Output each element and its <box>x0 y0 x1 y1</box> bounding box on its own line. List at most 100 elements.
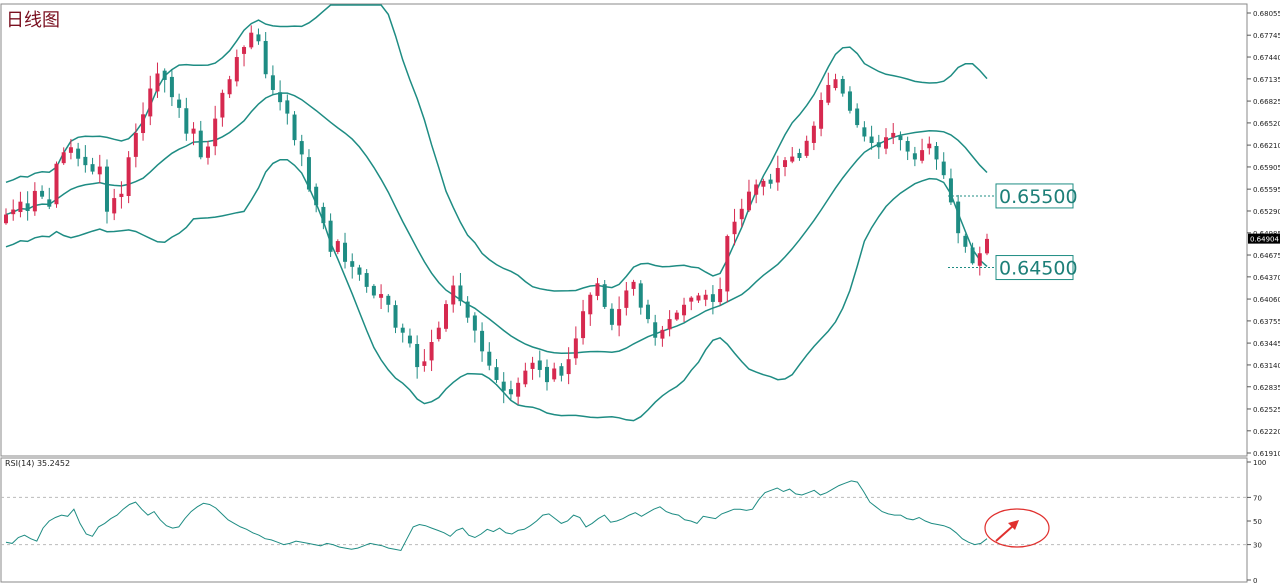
candle-body <box>689 297 694 302</box>
candle <box>451 275 456 313</box>
candle <box>797 148 802 161</box>
candle-body <box>335 241 340 252</box>
candle <box>299 134 304 167</box>
candle-body <box>54 163 59 205</box>
candle-body <box>83 156 88 166</box>
candle <box>703 289 708 307</box>
candle <box>804 135 809 158</box>
price-tick-label: 0.67440 <box>1253 54 1280 62</box>
candle-body <box>573 338 578 359</box>
candle-body <box>660 329 665 339</box>
candle <box>631 279 636 296</box>
candle-body <box>948 178 953 203</box>
candle <box>840 75 845 97</box>
candle-body <box>61 152 66 164</box>
candle <box>357 264 362 281</box>
candle-body <box>11 209 16 215</box>
candle <box>811 121 816 151</box>
candle <box>270 65 275 95</box>
candle <box>682 297 687 322</box>
candle <box>227 75 232 98</box>
candle <box>985 233 989 256</box>
candle <box>133 123 138 168</box>
candle-body <box>956 201 961 234</box>
candle <box>754 179 759 204</box>
candle <box>588 292 593 326</box>
candle <box>826 72 831 106</box>
candle-body <box>811 125 816 143</box>
candle <box>328 213 333 258</box>
candle-body <box>407 335 412 344</box>
chart-title: 日线图 <box>6 10 60 31</box>
candle-body <box>306 157 311 190</box>
candle-body <box>126 157 131 197</box>
candle <box>32 182 37 216</box>
candle <box>191 122 196 146</box>
candle <box>891 123 896 145</box>
candle-body <box>292 114 297 141</box>
candle-body <box>191 128 196 134</box>
candle-body <box>242 47 247 54</box>
candle-body <box>977 253 982 266</box>
grid-layer <box>0 3 1248 583</box>
candle-body <box>963 235 968 247</box>
candle <box>508 380 513 400</box>
candle <box>242 45 247 67</box>
candle-body <box>371 285 376 296</box>
candle-body <box>227 79 232 95</box>
candle-body <box>314 186 319 206</box>
candle <box>696 292 701 303</box>
candle-body <box>458 285 463 302</box>
candle <box>126 151 131 204</box>
candle <box>314 183 319 213</box>
annotation-box <box>995 183 1074 209</box>
rsi-line <box>5 480 988 552</box>
candle-body <box>422 361 427 366</box>
candle-body <box>581 311 586 339</box>
candle <box>884 128 889 155</box>
candle <box>948 168 953 206</box>
candle-body <box>645 304 650 320</box>
candle <box>335 239 340 255</box>
candle-body <box>819 99 824 129</box>
candle-body <box>198 130 203 158</box>
candle <box>306 149 311 192</box>
candle <box>83 145 88 173</box>
candle-body <box>912 153 917 160</box>
candle <box>249 25 254 50</box>
price-tick-label: 0.62835 <box>1253 384 1280 392</box>
candle <box>595 277 600 301</box>
candle-body <box>927 143 932 149</box>
candle-body <box>263 40 268 75</box>
candle <box>198 120 203 160</box>
candle <box>371 284 376 299</box>
candle <box>876 134 881 159</box>
candle <box>523 362 528 388</box>
rsi-tick-label: 70 <box>1253 494 1262 502</box>
candle-body <box>184 108 189 134</box>
candle-body <box>501 381 506 391</box>
candle <box>573 326 578 365</box>
candle-body <box>97 166 102 175</box>
candle-body <box>588 294 593 315</box>
candle-body <box>270 75 275 90</box>
candle <box>660 325 665 347</box>
candle <box>40 185 45 199</box>
candle-body <box>855 108 860 126</box>
price-tick-label: 0.61910 <box>1253 450 1280 458</box>
candle-body <box>148 88 153 117</box>
candle <box>4 208 8 225</box>
candle <box>537 350 542 378</box>
candle-body <box>76 148 81 159</box>
candle-body <box>847 91 852 111</box>
candle-body <box>876 142 881 148</box>
candle-body <box>249 32 254 48</box>
rsi-highlight-ellipse <box>984 508 1050 548</box>
price-tick-label: 0.63445 <box>1253 340 1280 348</box>
candle-body <box>790 156 795 162</box>
candle <box>487 342 492 371</box>
candle-body <box>205 146 210 158</box>
candle <box>11 199 16 221</box>
candle <box>400 323 405 343</box>
candle <box>739 198 744 228</box>
